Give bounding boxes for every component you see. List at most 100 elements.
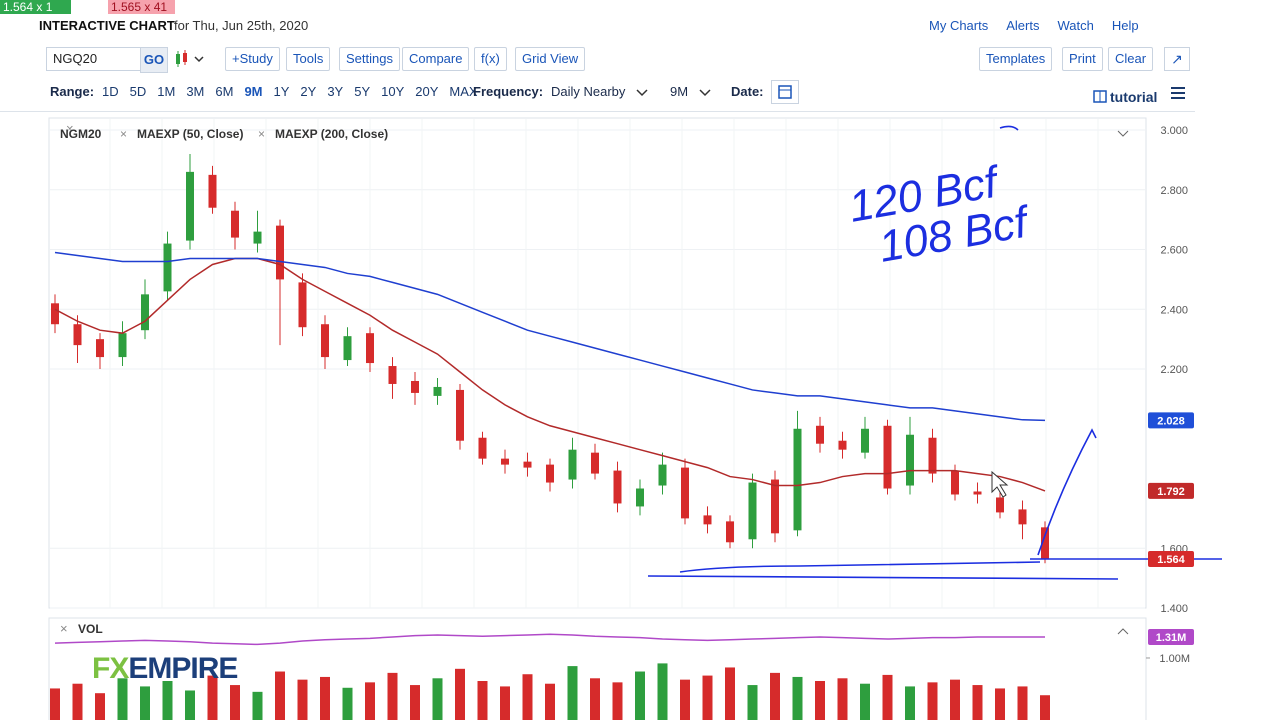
candle-body: [883, 425, 892, 489]
volume-bar: [680, 679, 690, 720]
range-button[interactable]: 3M: [186, 84, 205, 99]
candle-body: [546, 464, 554, 483]
candle-body: [726, 521, 734, 543]
volume-bar: [252, 691, 263, 720]
chart-type-icon[interactable]: [172, 49, 208, 69]
candle-body: [343, 336, 352, 361]
candle-body: [388, 366, 397, 384]
y-tick-label: 2.800: [1160, 185, 1188, 197]
range-button[interactable]: 5Y: [354, 84, 371, 99]
range-button[interactable]: 9M: [244, 84, 263, 99]
range-button[interactable]: 1Y: [273, 84, 290, 99]
volume-bar: [837, 678, 848, 720]
volume-avg-line: [54, 633, 1045, 646]
toolbar-button[interactable]: +Study: [225, 47, 280, 71]
volume-bar: [275, 671, 285, 720]
header-link[interactable]: Alerts: [1006, 18, 1040, 33]
candle-body: [141, 294, 149, 331]
range-button[interactable]: 1D: [102, 84, 119, 99]
header-link[interactable]: My Charts: [929, 18, 989, 33]
candle-body: [501, 458, 509, 465]
range-button[interactable]: 3Y: [327, 84, 344, 99]
ma-line: [54, 251, 1046, 422]
toolbar-button[interactable]: Clear: [1108, 47, 1154, 71]
caret: [699, 89, 711, 97]
y-tick-label: 2.400: [1160, 304, 1188, 316]
candle-body: [771, 479, 779, 534]
volume-bar: [320, 676, 330, 720]
range-button[interactable]: 20Y: [415, 84, 439, 99]
legend-entry: MAEXP (50, Close): [137, 127, 243, 141]
candle-body: [163, 243, 172, 292]
range-button[interactable]: 1M: [157, 84, 176, 99]
header-link[interactable]: Help: [1111, 18, 1139, 33]
frequency-label: Frequency:: [473, 84, 544, 99]
volume-frame: [48, 617, 1147, 720]
price-badge: [1148, 551, 1194, 568]
candle-body: [73, 324, 82, 346]
toolbar-button[interactable]: Grid View: [515, 47, 586, 71]
y-tick-label: 3.000: [1160, 125, 1188, 137]
frequency-select[interactable]: Daily Nearby: [551, 84, 626, 99]
bid-quote: 1.564 x 1: [0, 0, 71, 14]
go-button[interactable]: GO: [140, 47, 168, 73]
price-badge: [1148, 482, 1194, 499]
collapse-icons[interactable]: [1117, 130, 1129, 635]
candle-body: [231, 210, 239, 238]
candle-body: [636, 488, 644, 507]
volume-label: VOL: [78, 622, 103, 636]
tutorial-icon: [1093, 90, 1107, 103]
y-tick-label: 2.600: [1160, 245, 1188, 257]
calendar-button[interactable]: [771, 80, 799, 104]
range-button[interactable]: 5D: [129, 84, 147, 99]
candle-body: [186, 171, 194, 241]
divider: [0, 111, 1195, 112]
ask-quote: 1.565 x 41: [108, 0, 175, 14]
volume-bar: [815, 681, 825, 720]
toolbar-button[interactable]: Tools: [286, 47, 331, 71]
toolbar-button[interactable]: Compare: [402, 47, 470, 71]
toolbar-button[interactable]: Templates: [979, 47, 1053, 71]
range-button[interactable]: 6M: [215, 84, 234, 99]
candle-body: [456, 389, 464, 441]
candle-body: [366, 333, 374, 364]
menu-icon[interactable]: [1170, 86, 1186, 100]
period-select[interactable]: 9M: [670, 84, 689, 99]
candle-body: [838, 440, 847, 450]
tutorial-link[interactable]: tutorial: [1110, 89, 1158, 105]
candle-body: [298, 282, 307, 328]
volume-bar: [410, 685, 420, 720]
price-badge-label: 2.028: [1157, 415, 1185, 427]
legend-close: ×: [258, 127, 265, 141]
toolbar-button[interactable]: f(x): [474, 47, 507, 71]
candle-body: [253, 231, 262, 244]
volume-bar: [635, 671, 645, 720]
close-icon[interactable]: ×: [66, 121, 74, 136]
header-link[interactable]: Watch: [1057, 18, 1094, 33]
expand-button[interactable]: ↗: [1164, 47, 1190, 71]
volume-bar: [995, 688, 1005, 720]
close-icon[interactable]: ×: [60, 621, 68, 636]
candle-body: [793, 428, 802, 531]
volume-bar: [185, 690, 195, 720]
volume-bar: [590, 678, 600, 720]
price-badge: [1148, 412, 1194, 429]
range-buttons: 1D 5D 1M 3M 6M 9M 1Y 2Y 3Y 5Y 10Y 20Y MAX: [98, 82, 482, 101]
volume-bar: [522, 674, 533, 720]
price-badge-label: 1.792: [1157, 486, 1185, 498]
toolbar-button[interactable]: Print: [1062, 47, 1103, 71]
volume-bar: [545, 683, 555, 720]
volume-bar: [860, 683, 870, 720]
toolbar-button[interactable]: Settings: [339, 47, 400, 71]
range-button[interactable]: 2Y: [300, 84, 317, 99]
range-button[interactable]: 10Y: [381, 84, 405, 99]
candle-body: [411, 380, 419, 393]
range-button[interactable]: MAX: [449, 84, 478, 99]
legend-close: ×: [120, 127, 127, 141]
volume-bar: [297, 679, 308, 720]
page-title: INTERACTIVE CHART: [39, 18, 175, 33]
candle-body: [51, 303, 59, 325]
volume-bar: [792, 676, 803, 720]
